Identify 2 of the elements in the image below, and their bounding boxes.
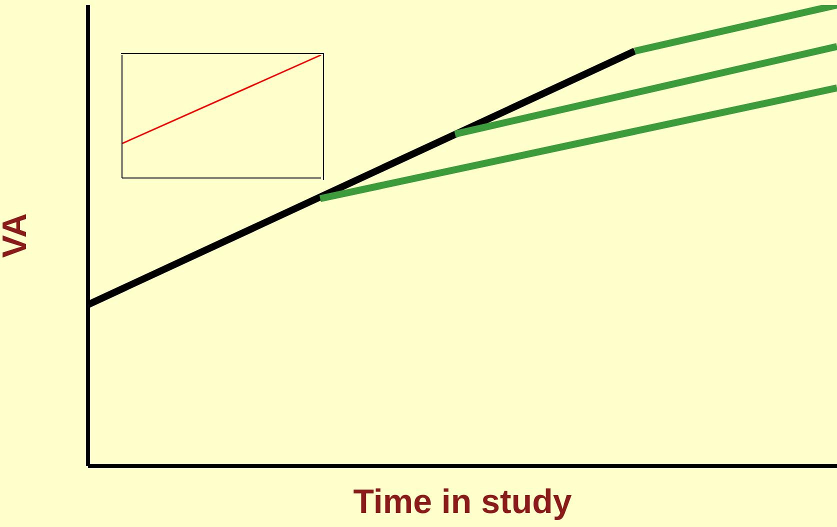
- x-axis-title: Time in study: [353, 483, 572, 521]
- y-axis-title: VA: [0, 213, 34, 258]
